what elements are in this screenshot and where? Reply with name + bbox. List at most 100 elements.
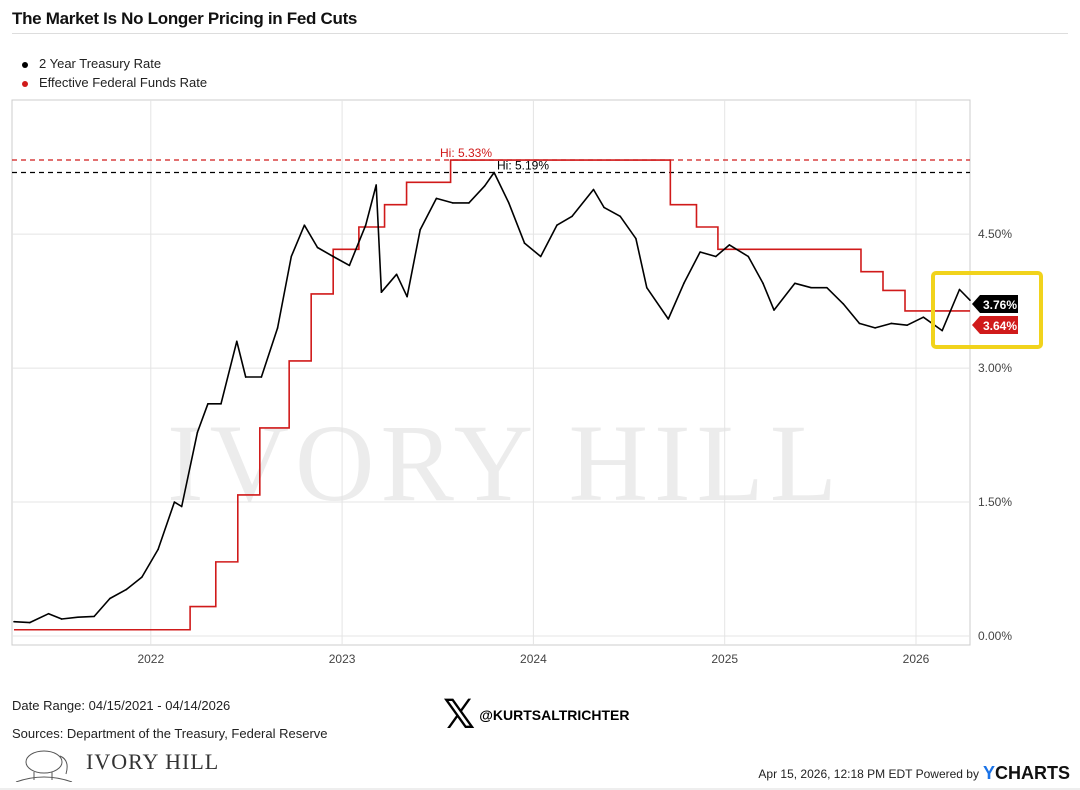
handle-text: @KURTSALTRICHTER: [479, 707, 630, 723]
treasury-point: [592, 188, 595, 191]
treasury-point: [332, 255, 334, 258]
watermark: IVORY HILL: [167, 402, 843, 524]
treasury-point: [922, 316, 925, 318]
treasury-point: [539, 255, 542, 258]
treasury-point: [619, 215, 621, 218]
treasury-point: [842, 303, 844, 305]
treasury-point: [794, 282, 796, 285]
treasury-point: [858, 322, 861, 325]
brand-name: IVORY HILL: [86, 749, 220, 774]
treasury-point: [303, 224, 306, 227]
legend-dot-icon: [22, 80, 28, 87]
treasury-point: [348, 264, 351, 267]
treasury-point: [13, 620, 15, 623]
x-tick-label: 2026: [903, 652, 930, 666]
treasury-point: [507, 202, 510, 204]
treasury-point: [244, 376, 247, 378]
treasury-point: [571, 215, 573, 218]
treasury-point: [290, 255, 293, 258]
treasury-point: [826, 286, 828, 289]
treasury-point: [406, 295, 408, 298]
treasury-point: [958, 288, 961, 291]
treasury-point: [603, 206, 605, 209]
chart-title: The Market Is No Longer Pricing in Fed C…: [12, 9, 358, 28]
treasury-point: [364, 224, 367, 227]
treasury-point: [683, 282, 685, 285]
legend-item-effr[interactable]: Effective Federal Funds Rate: [22, 75, 207, 90]
treasury-point: [125, 588, 127, 591]
treasury-point: [468, 202, 470, 204]
treasury-point: [523, 242, 526, 244]
elephant-icon: [15, 750, 73, 782]
y-tick-label: 1.50%: [978, 495, 1012, 509]
treasury-point: [375, 184, 377, 186]
y-tick-label: 4.50%: [978, 227, 1012, 241]
treasury-point: [28, 621, 31, 624]
treasury-point: [874, 327, 876, 329]
treasury-point: [969, 299, 971, 302]
treasury-point: [60, 618, 63, 620]
treasury-point: [380, 291, 383, 293]
treasury-point: [93, 615, 95, 618]
treasury-point: [699, 251, 701, 253]
title-divider: [12, 33, 1068, 34]
treasury-point: [141, 576, 143, 578]
powered-by: Apr 15, 2026, 12:18 PM EDT Powered by YCH…: [758, 763, 1070, 784]
treasury-point: [810, 286, 812, 289]
treasury-point: [728, 244, 731, 246]
treasury-point: [316, 246, 319, 249]
treasury-point: [715, 255, 717, 258]
end-value-badge: [972, 316, 1018, 334]
treasury-point: [220, 403, 222, 405]
ycharts-text: CHARTS: [995, 763, 1070, 783]
treasury-point: [762, 282, 764, 285]
treasury-point: [483, 185, 486, 187]
high-label: Hi: 5.19%: [497, 159, 549, 173]
treasury-point: [890, 322, 893, 325]
highlight-box: [931, 271, 1043, 349]
treasury-point: [77, 616, 79, 619]
treasury-point: [451, 202, 454, 204]
end-value-label: 3.64%: [983, 319, 1017, 333]
legend-dot-icon: [22, 61, 28, 68]
y-tick-label: 3.00%: [978, 361, 1012, 375]
bottom-border: [0, 788, 1080, 790]
treasury-point: [235, 340, 238, 343]
legend-item-treasury[interactable]: 2 Year Treasury Rate: [22, 56, 161, 71]
timestamp: Apr 15, 2026, 12:18 PM EDT Powered by: [758, 766, 979, 781]
treasury-point: [773, 309, 775, 311]
legend-label: 2 Year Treasury Rate: [39, 56, 162, 71]
end-value-badge: [972, 295, 1018, 313]
treasury-point: [906, 324, 908, 327]
x-logo-icon: 𝕏: [443, 692, 476, 738]
treasury-point: [419, 228, 421, 231]
sources: Sources: Department of the Treasury, Fed…: [12, 726, 328, 741]
treasury-point: [747, 255, 750, 258]
x-tick-label: 2024: [520, 652, 547, 666]
treasury-point: [635, 237, 637, 240]
ycharts-y: Y: [982, 763, 995, 783]
treasury-point: [556, 224, 558, 227]
treasury-point: [435, 197, 438, 200]
treasury-point: [207, 403, 209, 405]
legend-label: Effective Federal Funds Rate: [39, 75, 208, 90]
treasury-point: [493, 171, 495, 174]
x-tick-label: 2023: [329, 652, 356, 666]
ivory-hill-logo: IVORY HILL: [14, 742, 219, 782]
treasury-point: [47, 612, 50, 615]
effr-line: [14, 159, 970, 631]
treasury-point: [196, 431, 199, 434]
y-tick-label: 0.00%: [978, 629, 1012, 643]
treasury-point: [667, 318, 670, 320]
ycharts-logo[interactable]: YCHARTS: [983, 763, 1070, 784]
treasury-point: [941, 329, 944, 332]
treasury-line: [13, 171, 971, 624]
x-handle[interactable]: 𝕏 @KURTSALTRICHTER: [443, 695, 630, 735]
treasury-point: [109, 597, 111, 600]
plot-border: [11, 99, 971, 646]
treasury-point: [173, 501, 176, 503]
treasury-point: [395, 273, 398, 276]
x-tick-label: 2022: [137, 652, 164, 666]
